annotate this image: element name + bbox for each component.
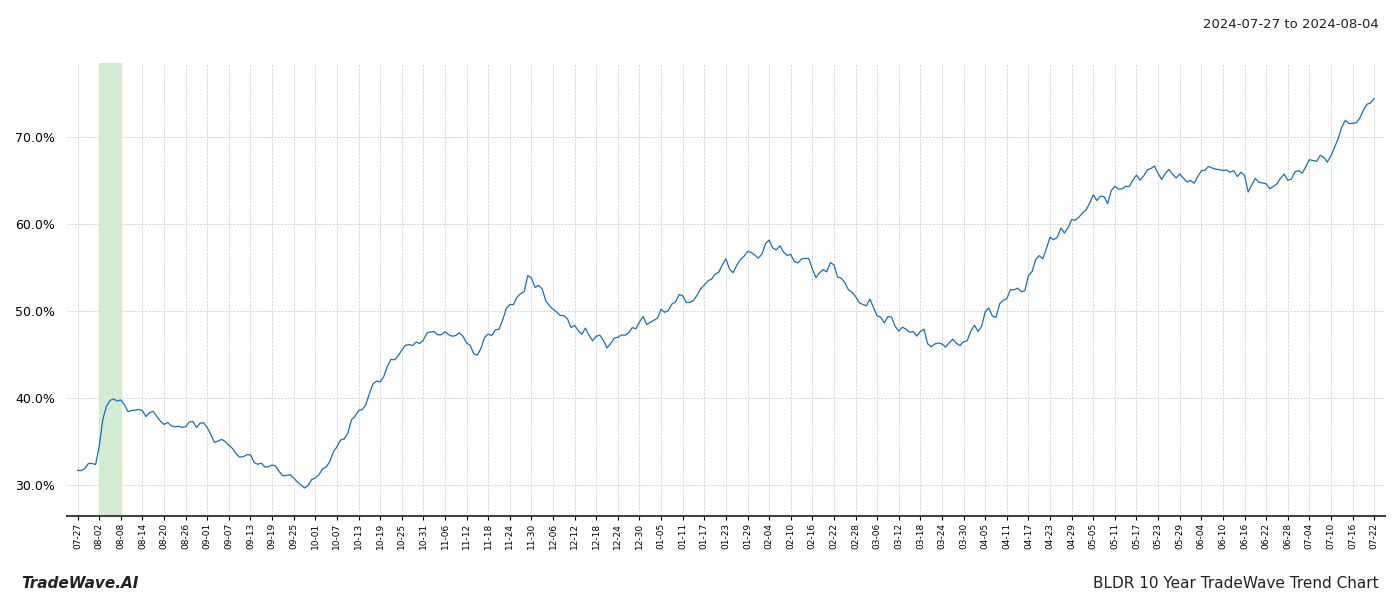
Text: BLDR 10 Year TradeWave Trend Chart: BLDR 10 Year TradeWave Trend Chart: [1093, 576, 1379, 591]
Text: TradeWave.AI: TradeWave.AI: [21, 576, 139, 591]
Text: 2024-07-27 to 2024-08-04: 2024-07-27 to 2024-08-04: [1203, 18, 1379, 31]
Bar: [99, 63, 120, 516]
